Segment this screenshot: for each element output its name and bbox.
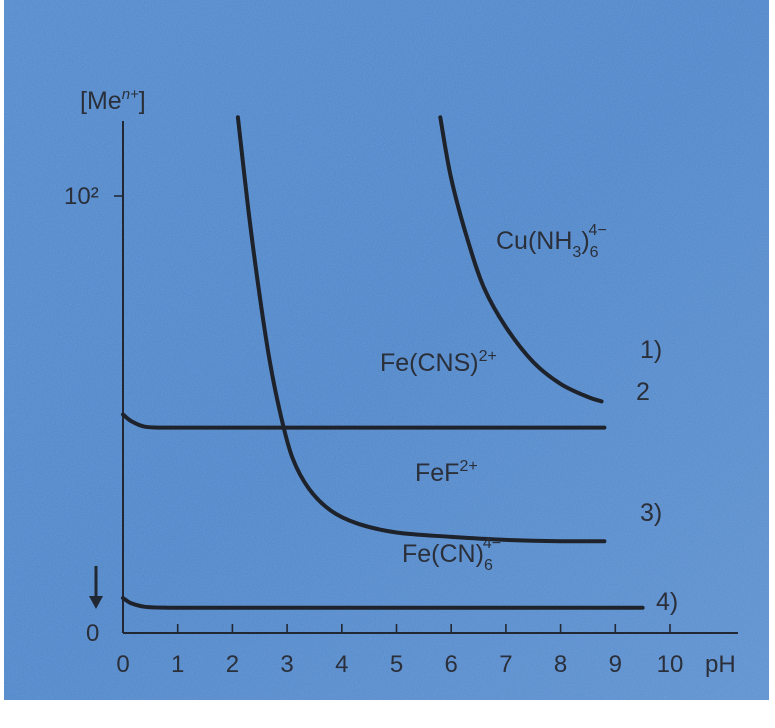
x-tick-label: 9 [609,651,622,678]
y-tick-label-zero: 0 [86,620,99,647]
series-curve-2 [121,412,607,430]
x-tick-label: 5 [390,651,403,678]
x-tick-label: 4 [335,651,348,678]
series-label-fecns: Fe(CNS)2+ [380,348,497,377]
series-curve-1 [438,115,604,404]
x-tick-label: 7 [499,651,512,678]
series-label-fecn: Fe(CN)64− [402,535,501,574]
series-curve-3 [235,115,607,544]
y-tick-label-top: 10² [64,183,99,210]
series-label-cu: Cu(NH3)64− [496,222,607,261]
x-axis-label: pH [705,651,736,678]
x-tick-label: 3 [280,651,293,678]
x-tick-label: 1 [171,651,184,678]
x-tick-label: 8 [554,651,567,678]
series-number-4: 4) [656,588,678,616]
background-texture [4,0,769,700]
series-label-fef: FeF2+ [415,458,478,487]
series-curve-4 [121,596,645,610]
down-arrow-head [89,596,103,609]
series-number-2: 2 [636,378,650,406]
x-tick-label: 2 [226,651,239,678]
curves [121,115,645,610]
series-number-1: 1) [640,336,662,364]
x-tick-marks [176,624,671,633]
x-tick-label: 10 [657,651,684,678]
x-tick-label: 6 [445,651,458,678]
series-number-3: 3) [640,499,662,527]
axes [89,121,738,634]
y-axis-label: [Men+] [80,86,146,115]
x-tick-labels: 0 1 2 3 4 5 6 7 8 9 10 [116,651,683,678]
x-tick-label: 0 [116,651,129,678]
